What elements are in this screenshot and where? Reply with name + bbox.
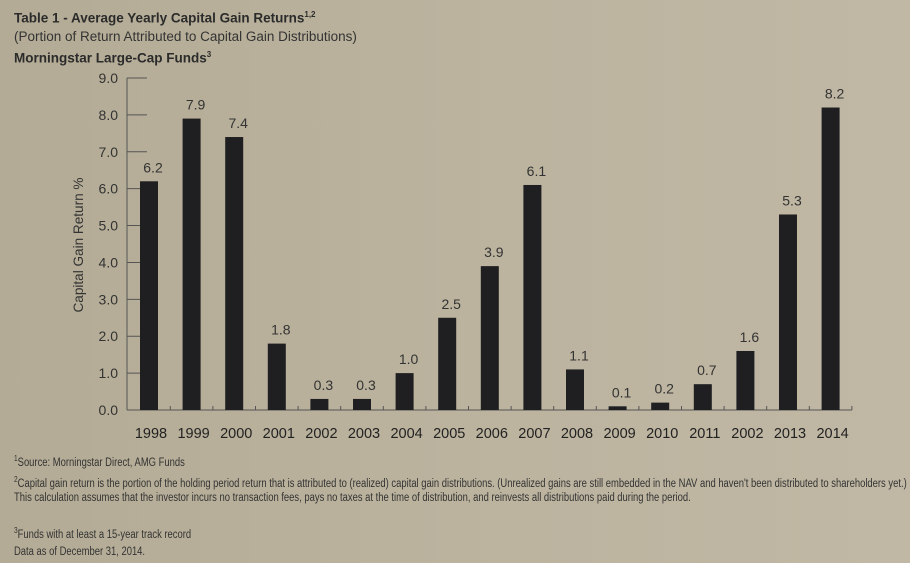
- bar-2000: [225, 137, 244, 410]
- data-label: 0.3: [314, 377, 334, 393]
- bar-1998: [140, 181, 158, 410]
- bar-2001: [267, 343, 286, 410]
- bar-2010: [651, 402, 670, 410]
- bar-2009: [608, 406, 627, 410]
- data-label: 5.3: [782, 192, 802, 208]
- x-tick-label: 2010: [646, 426, 678, 442]
- y-tick-label: 9.0: [99, 70, 119, 86]
- footnote-2-mark: 2: [14, 475, 18, 484]
- footnote-2-text: Capital gain return is the portion of th…: [14, 477, 907, 504]
- y-tick-label: 5.0: [99, 218, 119, 234]
- x-tick-label: 2001: [263, 426, 295, 442]
- data-label: 6.1: [527, 163, 547, 179]
- x-tick-label: 2011: [689, 426, 720, 442]
- x-tick-label: 2009: [603, 426, 635, 442]
- data-as-of-note: Data as of December 31, 2014.: [14, 546, 146, 558]
- bar-2006: [480, 266, 499, 410]
- bar-2008: [566, 369, 584, 410]
- footnote-1-mark: 1: [14, 454, 18, 463]
- footnote-1: 1Source: Morningstar Direct, AMG Funds: [14, 452, 185, 470]
- footnote-3-text: Funds with at least a 15-year track reco…: [17, 528, 192, 541]
- subtitle2-text: Morningstar Large-Cap Funds: [14, 50, 207, 66]
- footnote-1-text: Source: Morningstar Direct, AMG Funds: [17, 456, 185, 469]
- x-tick-label: 2014: [816, 426, 848, 442]
- bar-1999: [182, 118, 201, 411]
- x-tick-label: 2008: [561, 426, 593, 442]
- footnote-2: 2Capital gain return is the portion of t…: [14, 473, 908, 505]
- bar-2002: [736, 350, 755, 410]
- y-tick-label: 8.0: [99, 107, 119, 123]
- title-text: Table 1 - Average Yearly Capital Gain Re…: [14, 10, 305, 26]
- data-label: 1.0: [399, 351, 419, 367]
- y-tick-label: 7.0: [99, 144, 119, 160]
- data-label: 0.3: [356, 377, 376, 393]
- x-tick-label: 2003: [348, 426, 380, 442]
- bar-2007: [523, 184, 542, 410]
- bar-chart: 0.0 1.0 2.0 3.0 4.0 5.0 6.0 7.0 8.0 9.0 1998 1999 20…: [70, 70, 853, 442]
- x-tick-label: 1998: [135, 426, 167, 442]
- y-tick-label: 4.0: [99, 254, 119, 270]
- footnote-3: 3Funds with at least a 15-year track rec…: [14, 524, 191, 542]
- x-tick-label: 1999: [177, 426, 209, 442]
- data-label: 6.2: [143, 159, 163, 175]
- footnote-3-mark: 3: [14, 526, 18, 535]
- data-label: 1.6: [740, 329, 760, 345]
- bar-2013: [779, 214, 797, 410]
- y-tick-label: 1.0: [99, 365, 119, 381]
- y-axis-label: Capital Gain Return %: [70, 178, 86, 313]
- y-tick-label: 6.0: [99, 181, 119, 197]
- y-tick-label: 3.0: [99, 291, 119, 307]
- x-tick-label: 2006: [476, 426, 508, 442]
- chart-title: Table 1 - Average Yearly Capital Gain Re…: [14, 10, 316, 26]
- bar-2011: [693, 384, 712, 410]
- x-tick-label: 2004: [390, 426, 422, 442]
- bar-2014: [821, 107, 840, 410]
- data-label: 0.2: [654, 381, 674, 397]
- data-label: 2.5: [441, 296, 461, 312]
- title-footnote-mark: 1,2: [304, 10, 316, 19]
- subtitle2-footnote-mark: 3: [206, 50, 212, 59]
- data-label: 0.7: [697, 362, 717, 378]
- data-label: 0.1: [612, 384, 632, 400]
- x-tick-label: 2002: [305, 426, 337, 442]
- x-tick-label: 2007: [518, 426, 550, 442]
- x-tick-label: 2013: [774, 426, 806, 442]
- chart-subtitle: (Portion of Return Attributed to Capital…: [14, 29, 357, 44]
- chart-subtitle-2: Morningstar Large-Cap Funds3: [14, 50, 211, 66]
- x-tick-label: 2005: [433, 426, 465, 442]
- data-label: 7.9: [186, 97, 206, 113]
- y-tick-label: 2.0: [99, 328, 119, 344]
- data-label: 8.2: [825, 86, 845, 102]
- bar-2003: [353, 398, 371, 410]
- bar-2002: [310, 398, 329, 410]
- x-tick-label: 2002: [731, 426, 763, 442]
- bar-2005: [438, 317, 457, 410]
- data-label: 1.1: [569, 347, 589, 363]
- data-label: 7.4: [228, 115, 248, 131]
- x-tick-label: 2000: [220, 426, 252, 442]
- data-label: 3.9: [484, 244, 504, 260]
- bar-2004: [395, 373, 414, 410]
- data-label: 1.8: [271, 322, 291, 338]
- y-tick-label: 0.0: [99, 402, 119, 418]
